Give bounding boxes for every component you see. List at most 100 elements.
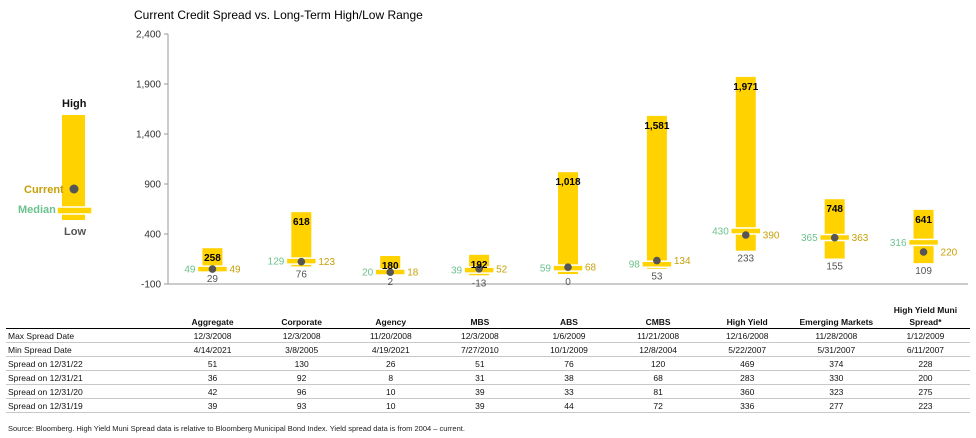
table-cell: 12/8/2004 bbox=[613, 342, 703, 357]
table-row: Spread on 12/31/22 51 130 26 51 76 120 469 374 22… bbox=[6, 356, 970, 371]
median-label: 39 bbox=[451, 266, 463, 277]
table-cell: 3/8/2005 bbox=[257, 342, 347, 357]
current-dot bbox=[475, 265, 483, 273]
median-label: 20 bbox=[362, 268, 374, 279]
table-column-header: MBS bbox=[435, 304, 525, 329]
current-label: 52 bbox=[496, 264, 508, 275]
table-column-header: CMBS bbox=[613, 304, 703, 329]
table-cell: 223 bbox=[880, 398, 970, 413]
high-label: 180 bbox=[382, 261, 399, 272]
table-cell: 96 bbox=[257, 384, 347, 399]
table-column-header: Corporate bbox=[257, 304, 347, 329]
y-tick-label: 1,900 bbox=[136, 80, 161, 91]
median-label: 365 bbox=[801, 233, 818, 244]
current-dot bbox=[297, 257, 306, 266]
table-cell: 360 bbox=[702, 384, 792, 399]
table-row-label: Spread on 12/31/20 bbox=[6, 384, 168, 399]
current-dot bbox=[653, 256, 661, 265]
range-bar bbox=[735, 76, 756, 251]
high-label: 748 bbox=[826, 204, 843, 215]
current-dot bbox=[208, 265, 217, 273]
table-cell: 4/14/2021 bbox=[168, 342, 258, 357]
current-label: 363 bbox=[852, 233, 869, 244]
range-bar bbox=[646, 115, 667, 269]
current-dot bbox=[386, 268, 395, 277]
table-cell: 6/11/2007 bbox=[880, 342, 970, 357]
y-tick-label: 900 bbox=[144, 180, 161, 191]
range-bar bbox=[558, 172, 578, 274]
median-label: 430 bbox=[712, 227, 729, 238]
table-cell: 11/28/2008 bbox=[791, 328, 881, 343]
median-marker bbox=[907, 238, 940, 247]
range-bar bbox=[824, 199, 845, 259]
low-label: 2 bbox=[387, 277, 393, 288]
table-cell: 72 bbox=[613, 398, 703, 413]
legend-median-marker bbox=[56, 206, 93, 215]
table-cell: 76 bbox=[524, 356, 614, 371]
low-label: 76 bbox=[296, 269, 308, 280]
table-cell: 283 bbox=[702, 370, 792, 385]
low-label: 233 bbox=[737, 254, 754, 265]
table-cell: 330 bbox=[791, 370, 881, 385]
table-cell: 8 bbox=[346, 370, 436, 385]
legend-key: High Current Median Low bbox=[18, 98, 93, 238]
low-label: -13 bbox=[472, 278, 487, 289]
table-cell: 51 bbox=[435, 356, 525, 371]
table-row-label: Spread on 12/31/21 bbox=[6, 370, 168, 385]
table-cell: 5/31/2007 bbox=[791, 342, 881, 357]
legend-bar bbox=[62, 115, 85, 220]
table-cell: 31 bbox=[435, 370, 525, 385]
low-label: 53 bbox=[651, 272, 663, 283]
current-dot bbox=[564, 263, 572, 272]
table-cell: 92 bbox=[257, 370, 347, 385]
table-cell: 374 bbox=[791, 356, 881, 371]
table-column-header: ABS bbox=[524, 304, 614, 329]
median-label: 49 bbox=[184, 265, 196, 276]
table-corner-cell bbox=[6, 304, 168, 329]
y-axis: 2,400 1,900 1,400 900 400 -100 bbox=[136, 30, 968, 291]
table-cell: 36 bbox=[168, 370, 258, 385]
high-label: 192 bbox=[471, 260, 488, 271]
current-dot bbox=[830, 233, 839, 242]
table-cell: 68 bbox=[613, 370, 703, 385]
table-cell: 12/16/2008 bbox=[702, 328, 792, 343]
median-label: 316 bbox=[890, 238, 907, 249]
high-label: 1,971 bbox=[733, 82, 758, 93]
table-row: Spread on 12/31/20 42 96 10 39 33 81 360 323 275 bbox=[6, 384, 970, 399]
table-cell: 130 bbox=[257, 356, 347, 371]
high-label: 618 bbox=[293, 217, 310, 228]
median-label: 98 bbox=[629, 260, 641, 271]
range-bar bbox=[291, 212, 312, 267]
table-cell: 26 bbox=[346, 356, 436, 371]
current-label: 18 bbox=[407, 268, 419, 279]
table-row-label: Max Spread Date bbox=[6, 328, 168, 343]
table-cell: 39 bbox=[168, 398, 258, 413]
table-cell: 12/3/2008 bbox=[435, 328, 525, 343]
low-label: 0 bbox=[565, 277, 571, 288]
table-cell: 200 bbox=[880, 370, 970, 385]
median-label: 59 bbox=[540, 264, 552, 275]
table-cell: 39 bbox=[435, 384, 525, 399]
table-cell: 469 bbox=[702, 356, 792, 371]
table-cell: 1/6/2009 bbox=[524, 328, 614, 343]
table-cell: 51 bbox=[168, 356, 258, 371]
low-label: 155 bbox=[826, 262, 843, 273]
current-label: 134 bbox=[674, 256, 691, 267]
y-tick-label: 400 bbox=[144, 230, 161, 241]
table-cell: 277 bbox=[791, 398, 881, 413]
spread-table: Aggregate Corporate Agency MBS ABS CMBS High Y… bbox=[6, 304, 970, 413]
table-cell: 120 bbox=[613, 356, 703, 371]
table-cell: 323 bbox=[791, 384, 881, 399]
current-label: 123 bbox=[318, 257, 335, 268]
current-dot bbox=[919, 248, 928, 256]
median-label: 129 bbox=[268, 257, 285, 268]
table-column-header: High Yield bbox=[702, 304, 792, 329]
table-column-header: Agency bbox=[346, 304, 436, 329]
range-chart: Current Credit Spread vs. Long-Term High… bbox=[18, 8, 968, 291]
range-bar bbox=[913, 209, 934, 264]
table-cell: 39 bbox=[435, 398, 525, 413]
current-label: 68 bbox=[585, 263, 597, 274]
current-label: 49 bbox=[229, 265, 241, 276]
table-row: Spread on 12/31/21 36 92 8 31 38 68 283 330 200 bbox=[6, 370, 970, 385]
